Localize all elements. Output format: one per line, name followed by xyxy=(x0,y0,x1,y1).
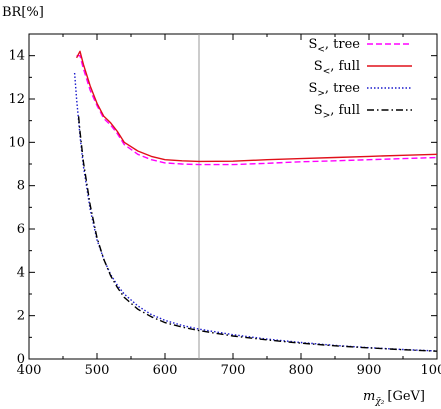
y-tick-label: 12 xyxy=(8,92,25,107)
x-tick-label: 900 xyxy=(357,363,382,378)
axis-ticks xyxy=(28,34,438,360)
plot-frame xyxy=(28,33,438,360)
legend: S<, tree S<, full S>, tree S>, full xyxy=(308,37,412,121)
legend-label-4: S>, full xyxy=(314,103,360,121)
y-tick-label: 2 xyxy=(17,309,25,324)
legend-label-2: S<, full xyxy=(314,59,360,77)
x-tick-label: 800 xyxy=(289,363,314,378)
y-tick-label: 6 xyxy=(17,222,25,237)
series-line-1 xyxy=(76,55,438,166)
series-line-4 xyxy=(77,116,438,352)
x-tick-label: 700 xyxy=(221,363,246,378)
x-tick-label: 600 xyxy=(153,363,178,378)
y-tick-label: 8 xyxy=(17,179,25,194)
x-tick-label: 400 xyxy=(17,363,42,378)
x-axis-label: mχ̃₂ [GeV] xyxy=(363,389,425,407)
legend-label-1: S<, tree xyxy=(308,37,360,55)
plot-border xyxy=(28,33,438,360)
x-axis-label-main: m xyxy=(363,389,375,404)
x-axis-label-unit: [GeV] xyxy=(387,389,425,404)
axis-tick-labels: 400 500 600 700 800 900 1000 0 2 4 6 8 10 12 14 xyxy=(8,49,441,378)
x-axis-label-subscript: χ̃₂ xyxy=(374,396,384,407)
x-tick-label: 500 xyxy=(85,363,110,378)
series-line-2 xyxy=(75,50,438,163)
y-tick-label: 10 xyxy=(8,135,25,150)
y-tick-label: 4 xyxy=(17,265,25,280)
y-tick-label: 14 xyxy=(8,49,25,64)
y-axis-label: BR[%] xyxy=(2,5,44,20)
series-line-3 xyxy=(73,72,438,352)
x-tick-label: 1000 xyxy=(420,363,441,378)
legend-label-3: S>, tree xyxy=(308,81,360,99)
series-lines xyxy=(73,50,438,352)
y-tick-label: 0 xyxy=(17,352,25,367)
